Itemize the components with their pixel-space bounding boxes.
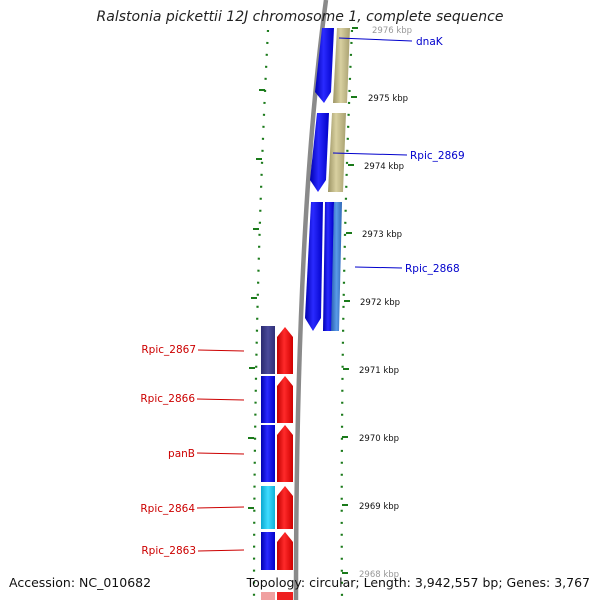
label-leader-line	[197, 349, 245, 352]
scale-tick-label: 2972 kbp	[360, 298, 400, 308]
gene-feature	[277, 425, 293, 482]
forward-features	[305, 28, 350, 331]
gene-feature	[277, 486, 293, 529]
gene-feature	[328, 113, 346, 192]
gene-label-rpic-2864[interactable]: Rpic_2864	[140, 503, 195, 515]
inner-dotted-guide	[252, 29, 270, 600]
gene-feature	[277, 376, 293, 423]
scale-tick-label: 2969 kbp	[359, 502, 399, 512]
gene-label-rpic-2866[interactable]: Rpic_2866	[140, 393, 195, 405]
gene-label-rpic-2869[interactable]: Rpic_2869	[410, 150, 465, 162]
forward-labels: dnaK Rpic_2869 Rpic_2868	[332, 36, 465, 275]
label-leader-line	[197, 549, 245, 552]
gene-feature	[277, 532, 293, 570]
gene-feature	[331, 202, 342, 331]
gene-feature	[261, 532, 275, 570]
label-leader-line	[196, 452, 245, 455]
label-leader-line	[196, 398, 245, 401]
outer-dotted-guide	[340, 29, 354, 600]
accession-text: Accession: NC_010682	[9, 575, 152, 590]
inner-ticks	[248, 89, 265, 509]
gene-label-rpic-2868[interactable]: Rpic_2868	[405, 263, 460, 275]
scale-ticks: 2976 kbp 2975 kbp 2974 kbp 2973 kbp 2972…	[342, 26, 412, 580]
scale-tick-label: 2975 kbp	[368, 94, 408, 104]
gene-feature	[315, 28, 334, 103]
gene-feature	[261, 592, 275, 600]
label-leader-line	[196, 506, 245, 509]
gene-feature	[261, 425, 275, 482]
gene-feature	[323, 202, 334, 331]
label-leader-line	[354, 266, 403, 269]
map-title: Ralstonia pickettii 12J chromosome 1, co…	[96, 9, 504, 25]
gene-label-dnaK[interactable]: dnaK	[416, 36, 444, 48]
gene-feature	[277, 592, 293, 600]
scale-tick-label: 2971 kbp	[359, 366, 399, 376]
label-leader-line	[338, 37, 413, 42]
gene-label-panb[interactable]: panB	[168, 448, 195, 460]
scale-tick-label: 2976 kbp	[372, 26, 412, 36]
scale-tick-label: 2974 kbp	[364, 162, 404, 172]
gene-feature	[261, 326, 275, 374]
gene-feature	[277, 327, 293, 374]
gene-label-rpic-2867[interactable]: Rpic_2867	[141, 344, 196, 356]
reverse-labels: Rpic_2867 Rpic_2866 panB Rpic_2864 Rpic_…	[140, 344, 245, 557]
scale-tick-label: 2968 kbp	[359, 570, 399, 580]
gene-feature	[305, 202, 323, 331]
label-leader-line	[332, 152, 408, 156]
gene-feature	[333, 28, 350, 103]
scale-tick-label: 2970 kbp	[359, 434, 399, 444]
gene-label-rpic-2863[interactable]: Rpic_2863	[141, 545, 196, 557]
gene-feature	[261, 376, 275, 423]
gene-feature	[261, 486, 275, 529]
gene-feature	[310, 113, 329, 192]
topology-summary: Topology: circular; Length: 3,942,557 bp…	[246, 575, 590, 590]
scale-tick-label: 2973 kbp	[362, 230, 402, 240]
reverse-features	[261, 326, 293, 600]
